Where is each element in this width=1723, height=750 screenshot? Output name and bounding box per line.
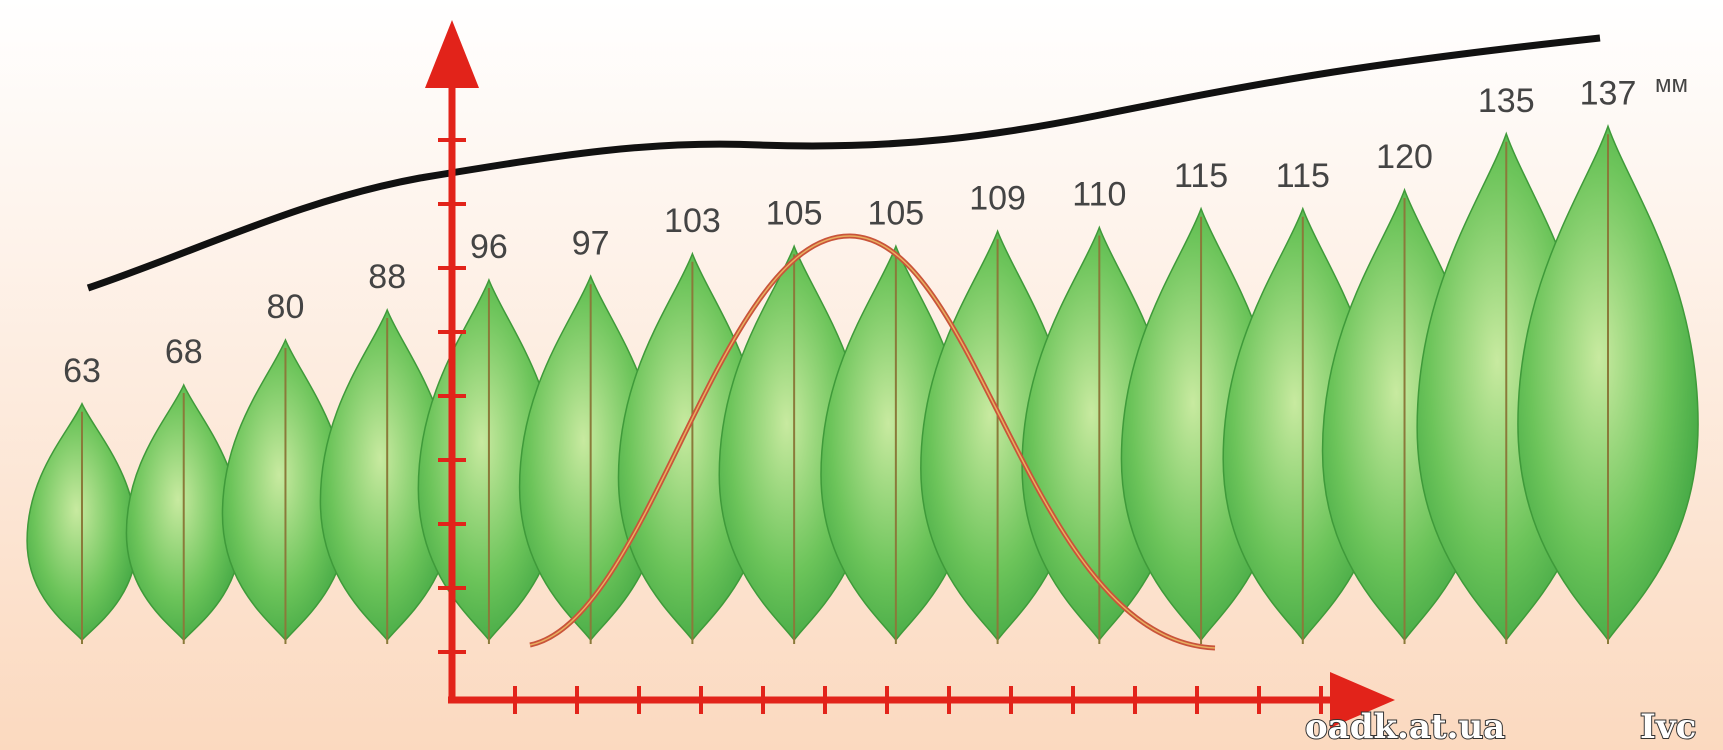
leaf-label: 96 [470, 228, 508, 266]
unit: мм [1655, 71, 1688, 98]
leaf-label: 109 [969, 179, 1026, 217]
leaf-label: 63 [63, 352, 101, 390]
leaf-label: 105 [867, 194, 924, 232]
watermark: oadk.at.ua [1305, 707, 1505, 747]
leaf-label: 135 [1478, 82, 1535, 120]
leaf-label: 115 [1174, 157, 1228, 195]
leaf-label: 120 [1376, 138, 1433, 176]
leaf-label: 137 [1580, 74, 1637, 112]
leaf-label: 97 [572, 224, 610, 262]
leaf-label: 105 [766, 194, 823, 232]
diagram: 63 68 80 88 96 97 103 105 105 109 110 115 115 120 135 1… [0, 0, 1723, 750]
leaf-label: 115 [1276, 157, 1330, 195]
watermark: Ivc [1640, 707, 1696, 747]
leaf-label: 68 [165, 333, 203, 371]
leaf-label: 80 [267, 288, 305, 326]
leaf-label: 103 [664, 202, 721, 240]
leaf-label: 88 [368, 258, 406, 296]
leaf-label: 110 [1072, 176, 1126, 214]
